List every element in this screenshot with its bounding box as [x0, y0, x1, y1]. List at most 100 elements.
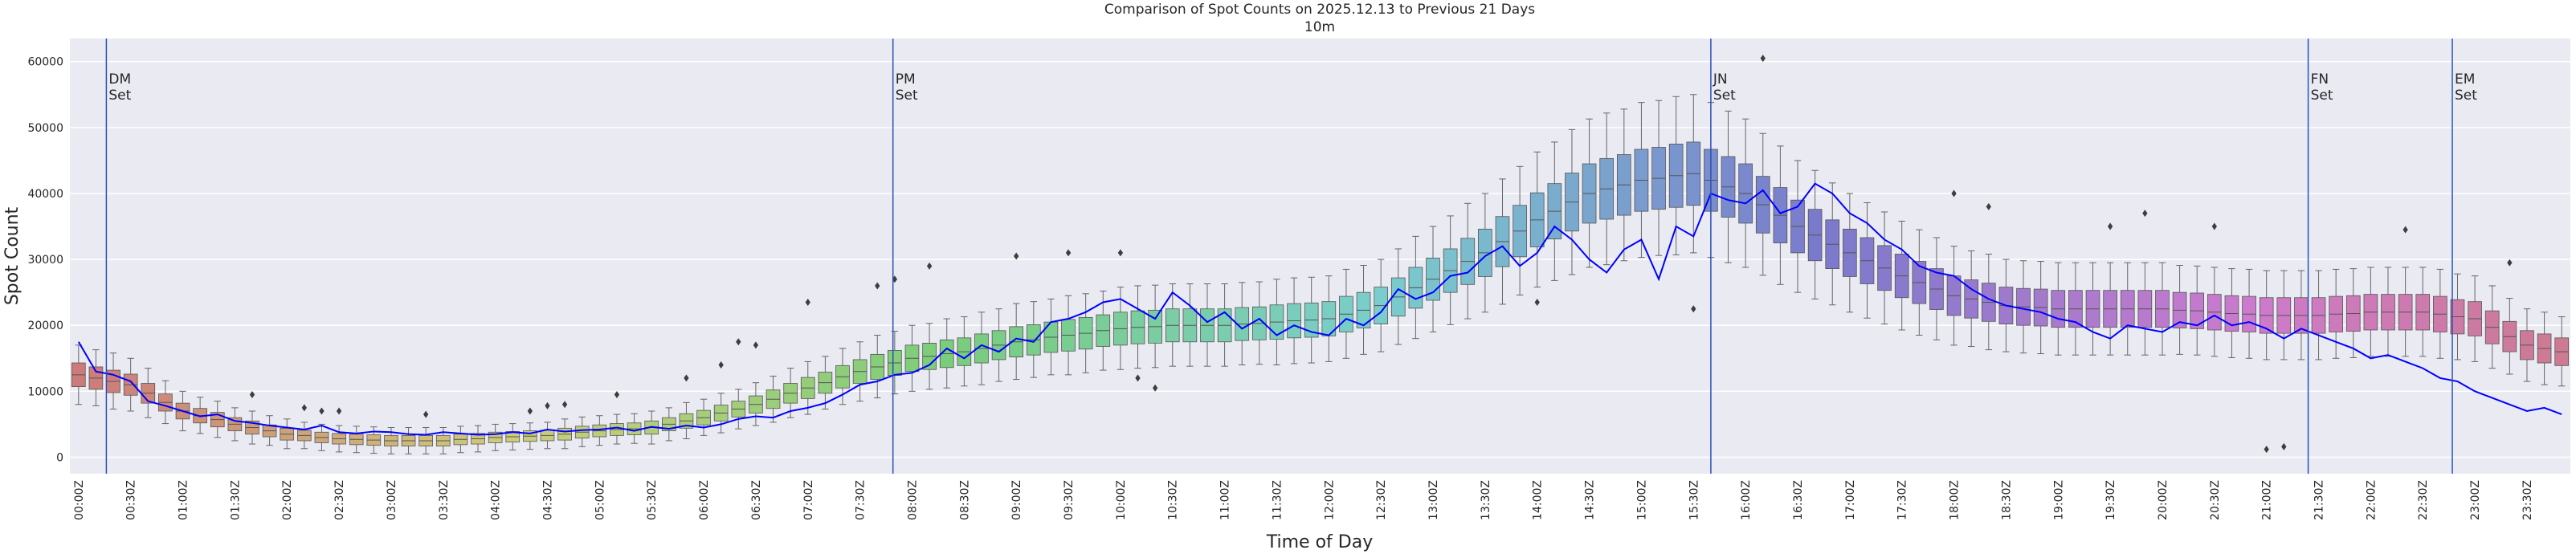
x-tick-label: 02:30Z [333, 480, 346, 520]
outlier [561, 401, 568, 409]
outlier [753, 341, 759, 349]
x-tick-label: 11:00Z [1219, 480, 1232, 520]
annotation-label: PM [896, 71, 916, 88]
annotation-label: Set [896, 88, 918, 104]
outlier [1117, 249, 1124, 257]
x-tick-label: 12:30Z [1375, 480, 1388, 520]
x-tick-label: 14:00Z [1532, 480, 1545, 520]
x-tick-label: 18:00Z [1949, 480, 1962, 520]
outlier [301, 404, 307, 412]
x-tick-label: 16:30Z [1792, 480, 1805, 520]
x-tick-label: 08:00Z [906, 480, 919, 520]
x-tick-label: 23:30Z [2521, 480, 2534, 520]
outlier [249, 390, 255, 398]
outlier [1951, 189, 1957, 198]
x-tick-label: 00:00Z [73, 480, 86, 520]
chart-subtitle: 10m [1304, 19, 1335, 35]
outlier [423, 410, 429, 418]
annotation-label: EM [2455, 71, 2475, 88]
x-tick-label: 08:30Z [958, 480, 971, 520]
x-tick-label: 04:00Z [490, 480, 503, 520]
x-tick-label: 01:00Z [178, 480, 190, 520]
x-tick-label: 22:30Z [2417, 480, 2430, 520]
x-tick-label: 20:30Z [2209, 480, 2222, 520]
outlier [718, 361, 724, 369]
outlier [1691, 305, 1696, 313]
x-tick-label: 05:30Z [646, 480, 659, 520]
outlier [2211, 222, 2217, 230]
x-tick-label: 13:30Z [1480, 480, 1492, 520]
x-tick-label: 05:00Z [594, 480, 606, 520]
x-tick-label: 10:30Z [1167, 480, 1180, 520]
x-tick-label: 15:30Z [1688, 480, 1700, 520]
x-tick-label: 07:30Z [855, 480, 868, 520]
x-tick-label: 00:30Z [125, 480, 138, 520]
x-axis-label: Time of Day [1266, 532, 1373, 552]
y-tick-label: 50000 [27, 122, 63, 135]
outlier [2281, 442, 2287, 450]
x-tick-label: 10:00Z [1115, 480, 1128, 520]
outlier [926, 262, 933, 270]
x-tick-label: 20:00Z [2157, 480, 2170, 520]
x-tick-label: 06:30Z [750, 480, 763, 520]
x-tick-label: 01:30Z [229, 480, 242, 520]
plot-area [70, 39, 2570, 474]
x-tick-label: 16:00Z [1740, 480, 1753, 520]
outlier [336, 407, 342, 415]
x-tick-label: 13:00Z [1427, 480, 1440, 520]
x-tick-label: 17:00Z [1844, 480, 1857, 520]
annotation-label: DM [108, 71, 131, 88]
x-tick-label: 09:30Z [1063, 480, 1076, 520]
y-tick-label: 0 [56, 451, 63, 464]
x-tick-label: 14:30Z [1584, 480, 1597, 520]
annotation-label: FN [2311, 71, 2329, 88]
x-tick-label: 06:00Z [698, 480, 711, 520]
outlier [875, 282, 880, 290]
x-tick-label: 21:00Z [2261, 480, 2274, 520]
annotation-label: Set [2455, 88, 2477, 104]
outlier [527, 407, 533, 415]
outlier [1152, 384, 1158, 392]
outlier [2107, 222, 2113, 230]
annotation-label: JN [1713, 71, 1728, 88]
x-tick-label: 04:30Z [541, 480, 554, 520]
y-tick-label: 40000 [27, 188, 63, 201]
outlier [1534, 298, 1540, 306]
y-axis-label: Spot Count [2, 206, 22, 305]
y-tick-label: 10000 [27, 385, 63, 398]
outlier [684, 374, 689, 382]
y-tick-label: 30000 [27, 254, 63, 267]
outlier [545, 401, 550, 409]
annotation-label: Set [108, 88, 131, 104]
x-tick-label: 12:00Z [1323, 480, 1336, 520]
y-tick-label: 20000 [27, 320, 63, 332]
outlier [1760, 55, 1766, 63]
x-tick-label: 07:00Z [802, 480, 815, 520]
x-tick-label: 02:00Z [281, 480, 294, 520]
outlier [1986, 202, 1991, 210]
chart-title: Comparison of Spot Counts on 2025.12.13 … [1104, 2, 1535, 18]
outlier [614, 390, 620, 398]
x-tick-label: 22:00Z [2365, 480, 2378, 520]
outlier [319, 407, 325, 415]
x-tick-label: 15:00Z [1635, 480, 1648, 520]
outlier [1014, 252, 1019, 260]
annotation-label: Set [1713, 88, 1736, 104]
x-tick-label: 23:00Z [2469, 480, 2482, 520]
x-tick-label: 09:00Z [1010, 480, 1023, 520]
outlier [1135, 374, 1141, 382]
outlier [2142, 210, 2148, 218]
x-tick-label: 18:30Z [2000, 480, 2013, 520]
x-tick-label: 11:30Z [1271, 480, 1284, 520]
outlier [805, 298, 810, 306]
outlier [2507, 259, 2513, 267]
x-tick-label: 03:30Z [438, 480, 451, 520]
outlier [2402, 226, 2408, 234]
x-tick-label: 19:00Z [2052, 480, 2065, 520]
outlier [736, 338, 741, 346]
x-tick-label: 17:30Z [1896, 480, 1909, 520]
outlier [2264, 446, 2269, 454]
annotation-label: Set [2311, 88, 2333, 104]
trend-line [77, 182, 2562, 436]
